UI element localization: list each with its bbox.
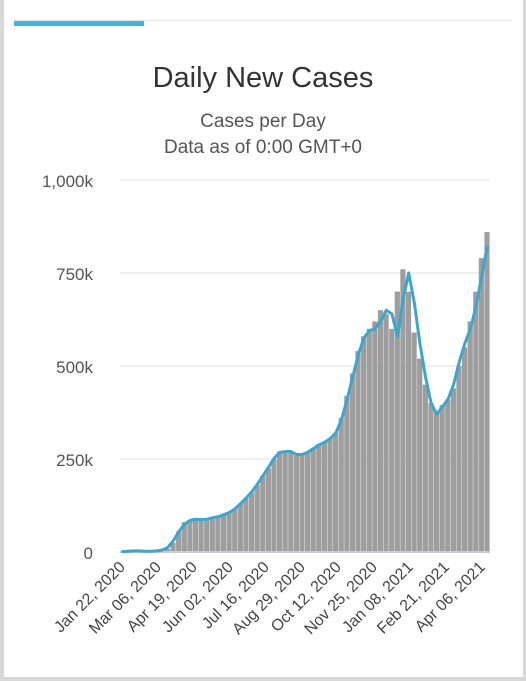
daily-cases-bar	[417, 358, 423, 552]
chart-data-timestamp: Data as of 0:00 GMT+0	[163, 137, 362, 158]
daily-cases-bar	[456, 366, 462, 552]
daily-cases-bar	[282, 451, 288, 552]
daily-cases-bar	[450, 388, 456, 552]
daily-cases-bar	[170, 542, 176, 552]
daily-cases-bar	[361, 336, 367, 552]
daily-cases-bar	[405, 291, 412, 552]
daily-cases-bar	[439, 405, 445, 552]
daily-cases-bar	[333, 432, 339, 552]
daily-cases-bar	[192, 520, 199, 552]
daily-cases-bar	[484, 232, 490, 552]
daily-cases-bar	[445, 399, 451, 552]
daily-cases-bar	[260, 475, 266, 552]
y-tick-label: 1,000k	[42, 172, 94, 191]
daily-cases-bar	[344, 395, 350, 552]
daily-cases-bar	[299, 453, 305, 552]
daily-cases-bar	[164, 549, 171, 552]
y-tick-label: 250k	[56, 451, 93, 470]
daily-cases-bar	[209, 517, 215, 552]
daily-cases-bar	[204, 519, 210, 552]
daily-cases-bar	[187, 520, 193, 552]
daily-cases-bar	[461, 347, 468, 552]
daily-cases-bar	[288, 451, 294, 552]
daily-cases-bar	[400, 269, 406, 552]
daily-cases-bar	[232, 509, 238, 552]
daily-cases-bar	[383, 313, 389, 552]
daily-cases-bar	[243, 498, 249, 552]
y-tick-label: 500k	[56, 358, 93, 377]
daily-cases-bar	[349, 373, 356, 552]
daily-cases-bar	[276, 451, 283, 552]
daily-cases-bar	[473, 291, 479, 552]
daily-cases-bar	[467, 321, 473, 552]
daily-cases-bar	[271, 459, 277, 552]
active-tab-indicator[interactable]	[14, 21, 144, 26]
chart-title: Daily New Cases	[152, 62, 374, 94]
screenshot-border-left	[0, 0, 4, 681]
daily-cases-bar	[220, 514, 227, 552]
daily-cases-bar	[237, 503, 243, 552]
daily-cases-bar	[310, 447, 316, 552]
daily-cases-bar	[478, 258, 484, 552]
daily-cases-bar	[422, 384, 428, 552]
daily-cases-bar	[254, 485, 260, 552]
moving-average-line	[121, 245, 489, 554]
y-tick-label: 750k	[56, 265, 93, 284]
chart-subtitle: Cases per Day	[200, 111, 326, 132]
daily-cases-bar	[411, 332, 417, 552]
daily-cases-bar	[293, 455, 299, 552]
screenshot-border-right	[523, 0, 526, 681]
daily-cases-bar	[327, 438, 333, 552]
daily-cases-bar	[181, 522, 187, 552]
daily-cases-bar	[248, 492, 255, 552]
daily-cases-bar	[198, 520, 204, 552]
daily-cases-bar	[226, 512, 232, 552]
daily-cases-bar	[394, 291, 400, 552]
daily-cases-bar	[428, 403, 434, 552]
y-tick-label: 0	[84, 544, 93, 563]
daily-cases-bar	[377, 310, 384, 552]
tab-bar-divider	[14, 20, 512, 21]
daily-cases-bar	[305, 451, 311, 552]
daily-cases-bar	[355, 351, 361, 552]
screenshot-border-bottom	[0, 677, 526, 681]
daily-cases-bar	[372, 321, 378, 552]
daily-cases-bar	[176, 531, 182, 552]
daily-cases-bar	[433, 410, 440, 552]
daily-cases-bar	[389, 328, 395, 552]
daily-cases-bar	[316, 444, 322, 552]
daily-cases-bar	[366, 328, 372, 552]
daily-cases-bar	[321, 442, 328, 552]
daily-cases-bar	[338, 418, 344, 552]
daily-cases-bar	[265, 468, 271, 552]
daily-cases-bar	[215, 516, 221, 552]
